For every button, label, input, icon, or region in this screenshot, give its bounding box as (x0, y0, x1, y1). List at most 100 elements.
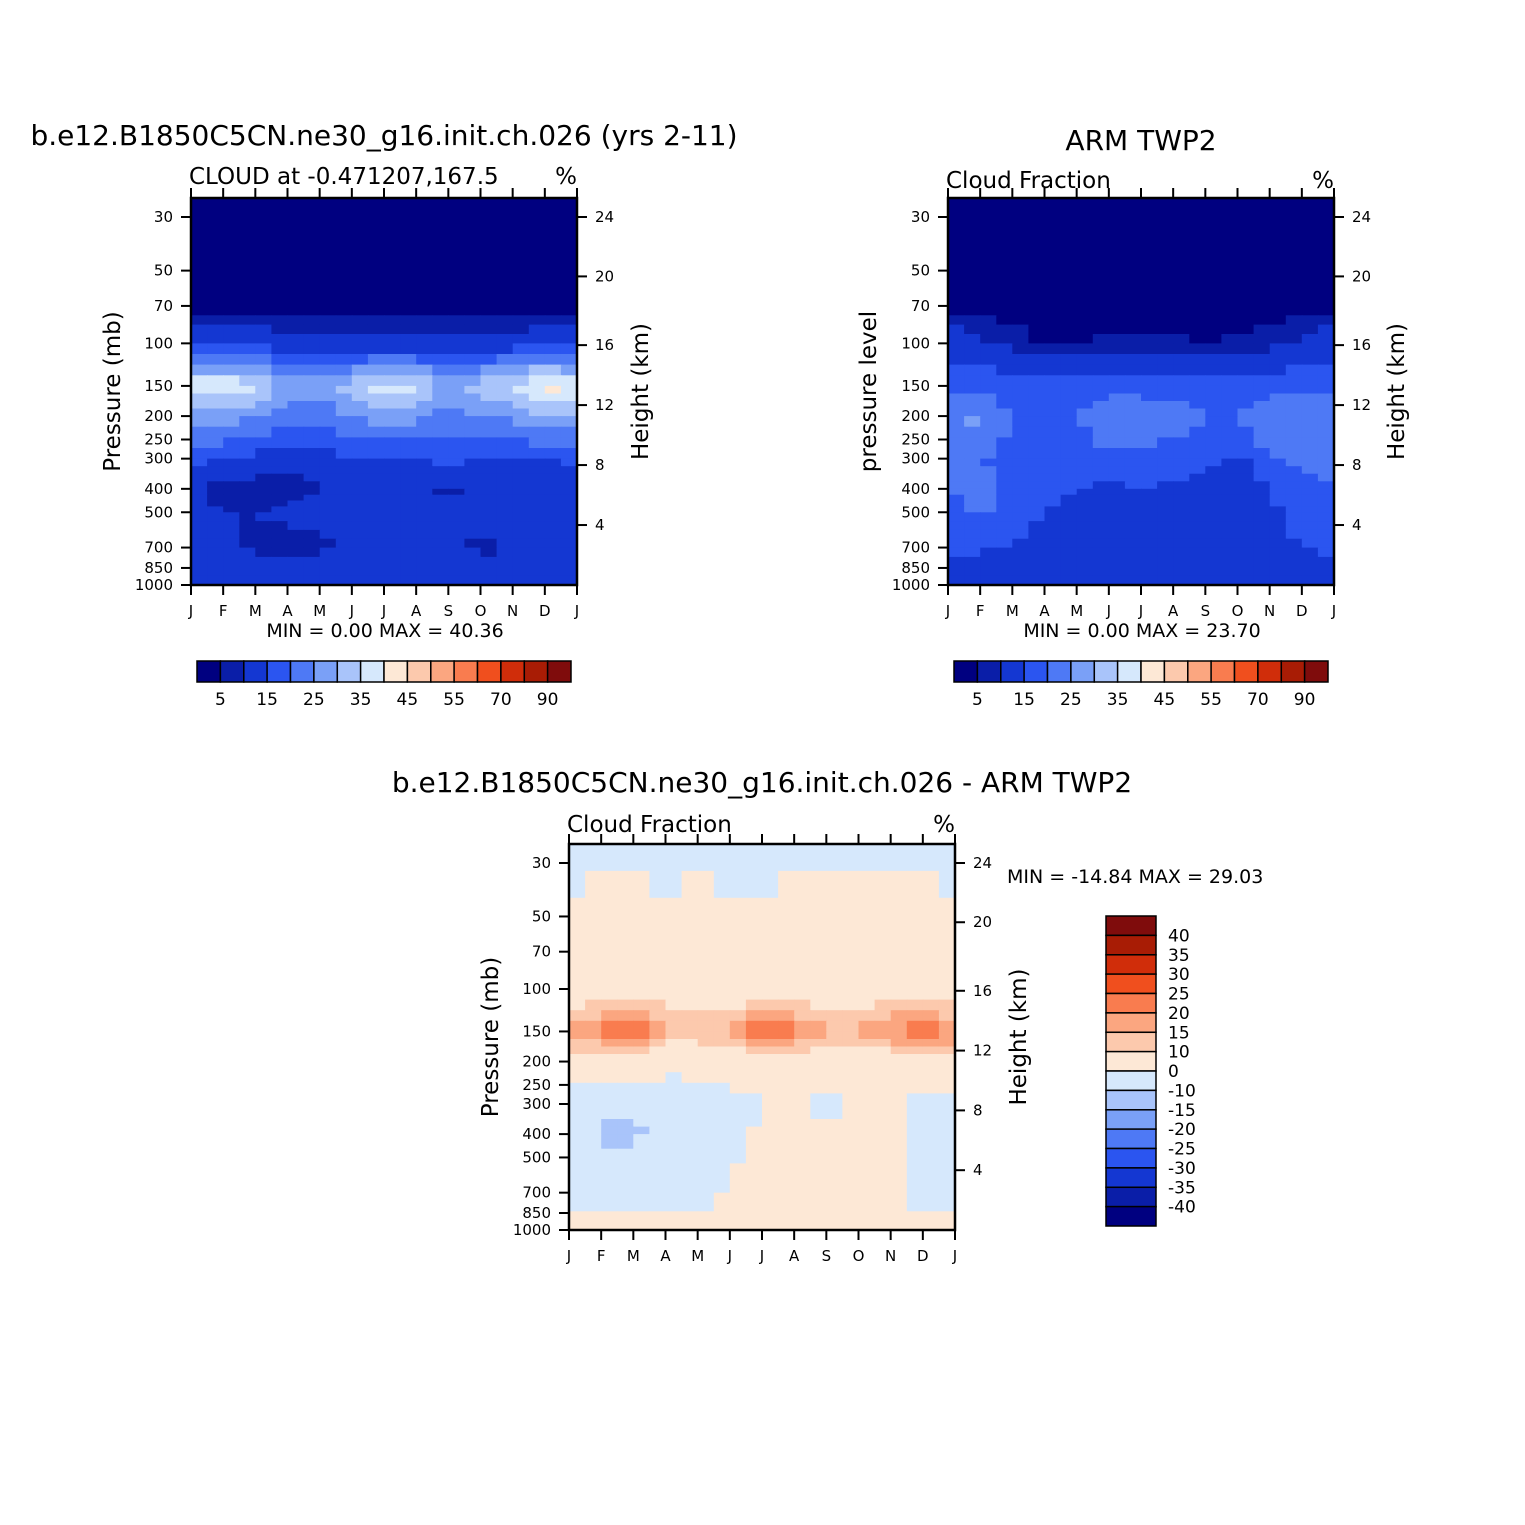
heat-cell (890, 1220, 908, 1231)
heat-cell (922, 1061, 940, 1073)
heat-cell (665, 1061, 683, 1073)
heat-cell (560, 521, 578, 531)
heat-cell (1253, 305, 1271, 316)
heat-cell (560, 393, 578, 402)
heat-cell (729, 1061, 747, 1073)
heat-cell (601, 1093, 618, 1105)
heat-cell (432, 393, 449, 402)
heat-cell (335, 547, 353, 558)
heat-cell (1173, 521, 1190, 531)
heat-cell (906, 1072, 924, 1084)
heat-cell (794, 989, 811, 1001)
heat-cell (585, 1134, 602, 1150)
heat-cell (601, 1020, 618, 1032)
heat-cell (448, 575, 465, 586)
heat-cell (1173, 500, 1190, 507)
heat-cell (191, 437, 208, 449)
heat-cell (810, 1163, 827, 1179)
x-tick-label: A (282, 602, 293, 620)
heat-cell (255, 334, 272, 344)
heat-cell (303, 473, 321, 482)
heat-cell (617, 989, 634, 1001)
heat-cell (1108, 198, 1126, 226)
heat-cell (1124, 437, 1142, 449)
heat-cell (1028, 364, 1046, 376)
heat-cell (964, 426, 981, 438)
x-tick-label: A (1039, 602, 1050, 620)
heat-cell (697, 1020, 715, 1032)
heat-cell (400, 426, 417, 438)
heat-cell (319, 426, 337, 438)
heat-cell (448, 494, 465, 502)
heat-cell (1012, 521, 1029, 531)
heat-cell (400, 375, 417, 387)
heat-cell (778, 961, 795, 971)
heat-cell (496, 252, 514, 280)
heat-cell (996, 393, 1013, 402)
heat-cell (1253, 488, 1271, 496)
heat-cell (948, 529, 965, 540)
heat-cell (1092, 334, 1110, 344)
heat-cell (585, 1192, 602, 1203)
heat-cell (633, 951, 650, 962)
heat-cell (1253, 437, 1271, 449)
heat-cell (1157, 538, 1174, 549)
heat-cell (544, 426, 562, 438)
heat-cell (1301, 488, 1319, 496)
heat-cell (287, 278, 305, 307)
heat-cell (980, 385, 997, 394)
heat-cell (1108, 225, 1126, 253)
colorbar-label: -15 (1168, 1101, 1196, 1121)
heat-cell (890, 1134, 908, 1150)
heat-cell (633, 1010, 650, 1022)
heat-cell (512, 488, 530, 496)
heat-cell (223, 278, 240, 307)
heat-cell (351, 324, 369, 335)
heat-cell (1076, 225, 1094, 253)
heat-cell (617, 924, 634, 953)
y-right-tick-label: 8 (1352, 456, 1362, 474)
heat-cell (1205, 324, 1222, 335)
heat-cell (665, 1046, 683, 1055)
heat-cell (633, 1192, 650, 1203)
heat-cell (1157, 364, 1174, 376)
heat-cell (633, 1126, 650, 1135)
heat-cell (1124, 521, 1142, 531)
y-tick-label: 1000 (135, 576, 173, 594)
heat-cell (480, 393, 498, 402)
y-right-tick-label: 20 (595, 267, 614, 285)
heat-cell (1221, 458, 1239, 467)
heat-cell (842, 961, 860, 971)
y-right-tick-label: 4 (595, 516, 605, 534)
heat-cell (255, 225, 272, 253)
heat-cell (1269, 375, 1287, 387)
heat-cell (1221, 385, 1239, 394)
heat-cell (649, 1039, 667, 1048)
heat-cell (271, 547, 289, 558)
heat-cell (367, 278, 385, 307)
heat-cell (223, 198, 240, 226)
heat-cell (1205, 385, 1222, 394)
heat-cell (794, 1220, 811, 1231)
heat-cell (287, 426, 305, 438)
heat-cell (303, 225, 321, 253)
heat-cell (649, 1104, 667, 1113)
x-tick-label: M (627, 1247, 640, 1265)
heat-cell (400, 385, 417, 394)
heat-cell (906, 1093, 924, 1105)
heat-cell (496, 305, 514, 316)
heat-cell (496, 538, 514, 549)
heat-cell (1141, 354, 1158, 366)
heat-cell (890, 1093, 908, 1105)
heat-cell (512, 506, 530, 513)
heat-cell (384, 466, 401, 475)
heat-cell (367, 225, 385, 253)
heat-cell (319, 512, 337, 522)
heat-cell (1108, 506, 1126, 513)
heat-cell (1044, 473, 1062, 482)
heat-cell (528, 225, 546, 253)
heat-cell (1124, 458, 1142, 467)
heat-cell (239, 416, 256, 428)
heat-cell (255, 458, 272, 467)
